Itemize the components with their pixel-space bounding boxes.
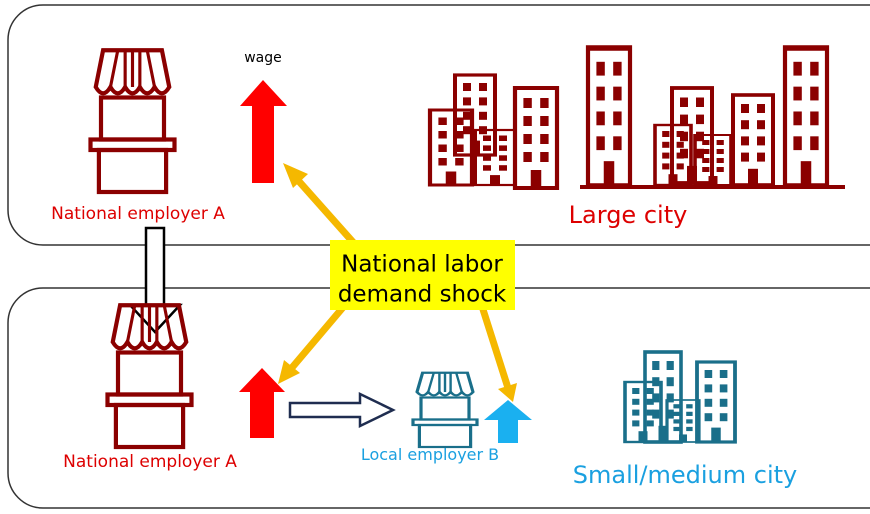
wage-arrow	[240, 80, 287, 183]
shock-arrows	[278, 163, 517, 402]
city-label: Small/medium city	[573, 461, 797, 489]
shock-box	[330, 240, 515, 310]
city-label: Large city	[569, 201, 688, 229]
large-city-icon	[430, 48, 845, 188]
move-arrow	[127, 226, 183, 334]
shock-text: demand shock	[338, 282, 507, 308]
store-icon	[108, 305, 192, 447]
store-icon	[90, 50, 174, 192]
small-city-icon	[623, 350, 737, 444]
shock-text: National labor	[341, 252, 503, 278]
wage-label: wage	[244, 50, 282, 66]
store-label: National employer A	[63, 452, 237, 472]
local-label: Local employer B	[361, 445, 499, 464]
local-wage-arrow	[484, 400, 532, 443]
wage-arrow	[239, 368, 285, 438]
store-label: National employer A	[51, 204, 225, 224]
local-store-icon	[411, 371, 479, 449]
entry-arrow	[288, 392, 396, 428]
